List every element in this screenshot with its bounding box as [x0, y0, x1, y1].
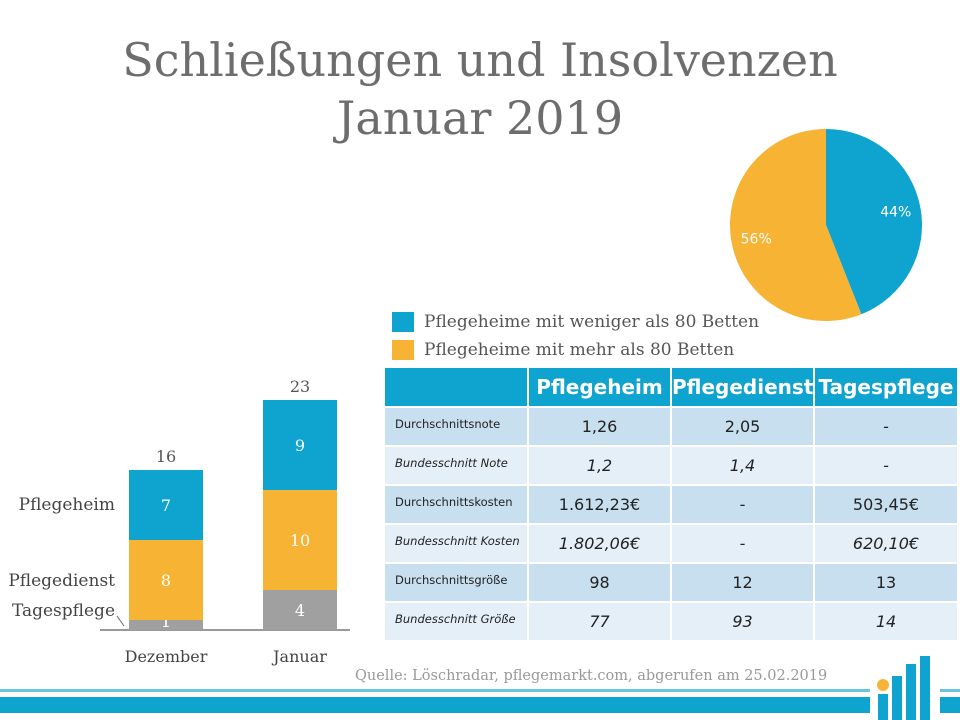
table-cell: 1,4 [671, 446, 815, 486]
table-row: Durchschnittskosten 1.612,23€ - 503,45€ [385, 485, 959, 525]
table-cell: 503,45€ [814, 485, 959, 525]
pie-slice-1 [730, 129, 862, 321]
source-note: Quelle: Löschradar, pflegemarkt.com, abg… [355, 668, 828, 684]
table-cell: 93 [671, 602, 815, 642]
table-cell: 1,26 [528, 407, 672, 447]
bar-value-label: 7 [161, 496, 171, 515]
table-cell: - [671, 524, 815, 564]
table-cell: 1.802,06€ [528, 524, 672, 564]
table-cell: 13 [814, 563, 959, 603]
table-header-pflegeheim: Pflegeheim [528, 368, 672, 408]
row-label: Durchschnittsgröße [385, 563, 529, 603]
table-cell: - [671, 485, 815, 525]
table-row: Durchschnittsgröße 98 12 13 [385, 563, 959, 603]
bar-segment-pflegeheim-dezember [129, 470, 203, 540]
bar-value-label: 1 [161, 612, 171, 631]
table-cell: 77 [528, 602, 672, 642]
series-label-tagespflege: Tagespflege [12, 601, 115, 621]
bar-segment-tagespflege-januar [263, 590, 337, 630]
bar-total-label: 23 [290, 377, 310, 396]
table-header-empty [385, 368, 529, 408]
bar-value-label: 10 [290, 531, 310, 550]
category-label-januar: Januar [271, 647, 327, 666]
pie-chart: 44% 56% [730, 129, 922, 321]
row-label: Durchschnittsnote [385, 407, 529, 447]
legend-item-over-80: Pflegeheime mit mehr als 80 Betten [392, 340, 734, 360]
legend-swatch-blue [392, 312, 414, 332]
category-label-dezember: Dezember [125, 647, 208, 666]
table-cell: 1,2 [528, 446, 672, 486]
table-cell: - [814, 446, 959, 486]
table-cell: 1.612,23€ [528, 485, 672, 525]
pie-slice-0 [826, 129, 922, 315]
table-cell: - [814, 407, 959, 447]
row-label: Bundesschnitt Kosten [385, 524, 529, 564]
row-label: Bundesschnitt Note [385, 446, 529, 486]
table-cell: 14 [814, 602, 959, 642]
series-label-pflegedienst: Pflegedienst [8, 571, 115, 591]
stacked-bar-chart: 1 8 7 16 Dezember 4 10 9 23 Januar Pflegeheim Pfleg… [8, 377, 350, 666]
legend-label: Pflegeheime mit mehr als 80 Betten [424, 340, 735, 360]
legend-label: Pflegeheime mit weniger als 80 Betten [424, 312, 760, 332]
table-row: Bundesschnitt Größe 77 93 14 [385, 602, 959, 642]
bar-segment-pflegeheim-januar [263, 400, 337, 490]
leader-line [116, 615, 125, 627]
row-label: Durchschnittskosten [385, 485, 529, 525]
row-label: Bundesschnitt Größe [385, 602, 529, 642]
pie-slice-label: 56% [741, 231, 772, 247]
table-row: Bundesschnitt Note 1,2 1,4 - [385, 446, 959, 486]
pie-slice-label: 44% [880, 205, 911, 221]
bar-value-label: 9 [295, 436, 305, 455]
bar-value-label: 8 [161, 571, 171, 590]
legend-item-under-80: Pflegeheime mit weniger als 80 Betten [392, 312, 759, 332]
comparison-table: Pflegeheim Pflegedienst Tagespflege Durc… [385, 368, 959, 642]
table-header-pflegedienst: Pflegedienst [671, 368, 815, 408]
pflegemarkt-logo-icon [870, 650, 940, 720]
table-cell: 620,10€ [814, 524, 959, 564]
legend-swatch-orange [392, 340, 414, 360]
bottom-band-light [0, 689, 960, 692]
table-cell: 98 [528, 563, 672, 603]
page-title-line1: Schließungen und Insolvenzen [122, 33, 838, 87]
bottom-band-dark [0, 697, 960, 713]
table-header-tagespflege: Tagespflege [814, 368, 959, 408]
table-cell: 2,05 [671, 407, 815, 447]
bar-value-label: 4 [295, 601, 305, 620]
bar-total-label: 16 [156, 447, 176, 466]
table-cell: 12 [671, 563, 815, 603]
page-title-line2: Januar 2019 [336, 91, 624, 145]
table-row: Bundesschnitt Kosten 1.802,06€ - 620,10€ [385, 524, 959, 564]
bar-segment-pflegedienst-januar [263, 490, 337, 590]
bar-segment-pflegedienst-dezember [129, 540, 203, 620]
series-label-pflegeheim: Pflegeheim [19, 495, 115, 515]
table-row: Durchschnittsnote 1,26 2,05 - [385, 407, 959, 447]
table-header-row: Pflegeheim Pflegedienst Tagespflege [385, 368, 959, 408]
